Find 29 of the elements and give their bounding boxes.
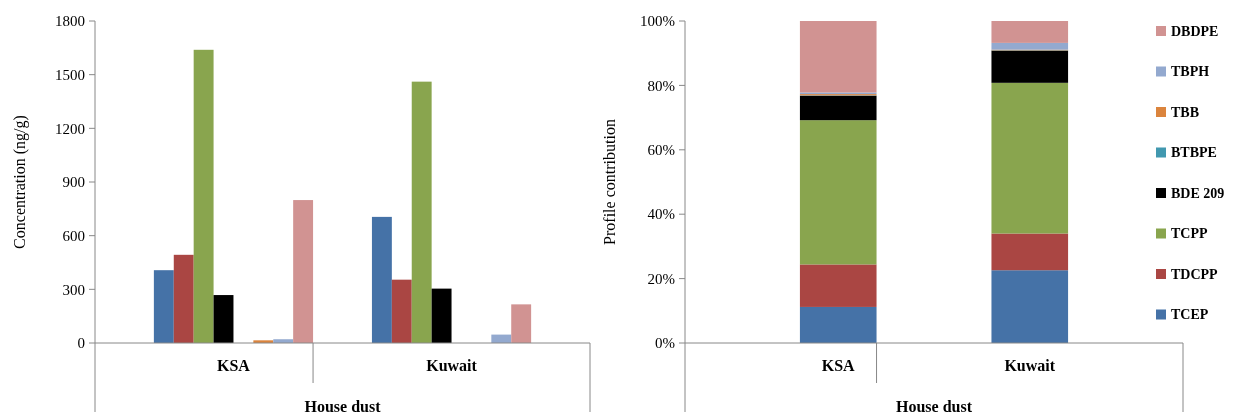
x-tick-label: KSA <box>217 357 251 374</box>
legend-label: DBDPE <box>1171 23 1219 39</box>
legend-label: TBB <box>1171 104 1200 120</box>
y-axis-title: Profile contribution <box>601 119 618 245</box>
y-tick-label: 100% <box>640 13 675 30</box>
y-tick-label: 1800 <box>55 13 85 30</box>
y-tick-label: 900 <box>62 174 85 191</box>
legend-label: TCEP <box>1171 307 1209 323</box>
x-tick-label: Kuwait <box>1004 357 1056 374</box>
y-tick-label: 0 <box>77 335 85 352</box>
legend-label: TBPH <box>1171 64 1210 80</box>
legend-label: BTBPE <box>1171 145 1217 161</box>
y-tick-label: 1500 <box>55 66 85 83</box>
y-tick-label: 600 <box>62 227 85 244</box>
y-axis-title: Concentration (ng/g) <box>11 115 29 249</box>
y-tick-label: 1200 <box>55 120 85 137</box>
legend-label: TCPP <box>1171 226 1208 242</box>
legend-label: TDCPP <box>1171 266 1219 282</box>
x-axis-title: House dust <box>895 398 973 415</box>
y-tick-label: 20% <box>647 270 675 287</box>
y-tick-label: 80% <box>647 77 675 94</box>
x-tick-label: Kuwait <box>426 357 478 374</box>
y-tick-label: 0% <box>655 335 675 352</box>
x-axis-title: House dust <box>304 398 382 415</box>
x-tick-label: KSA <box>821 357 856 374</box>
y-tick-label: 40% <box>647 206 675 223</box>
legend-label: BDE 209 <box>1171 185 1225 201</box>
y-tick-label: 300 <box>62 281 85 298</box>
y-tick-label: 60% <box>647 142 675 159</box>
